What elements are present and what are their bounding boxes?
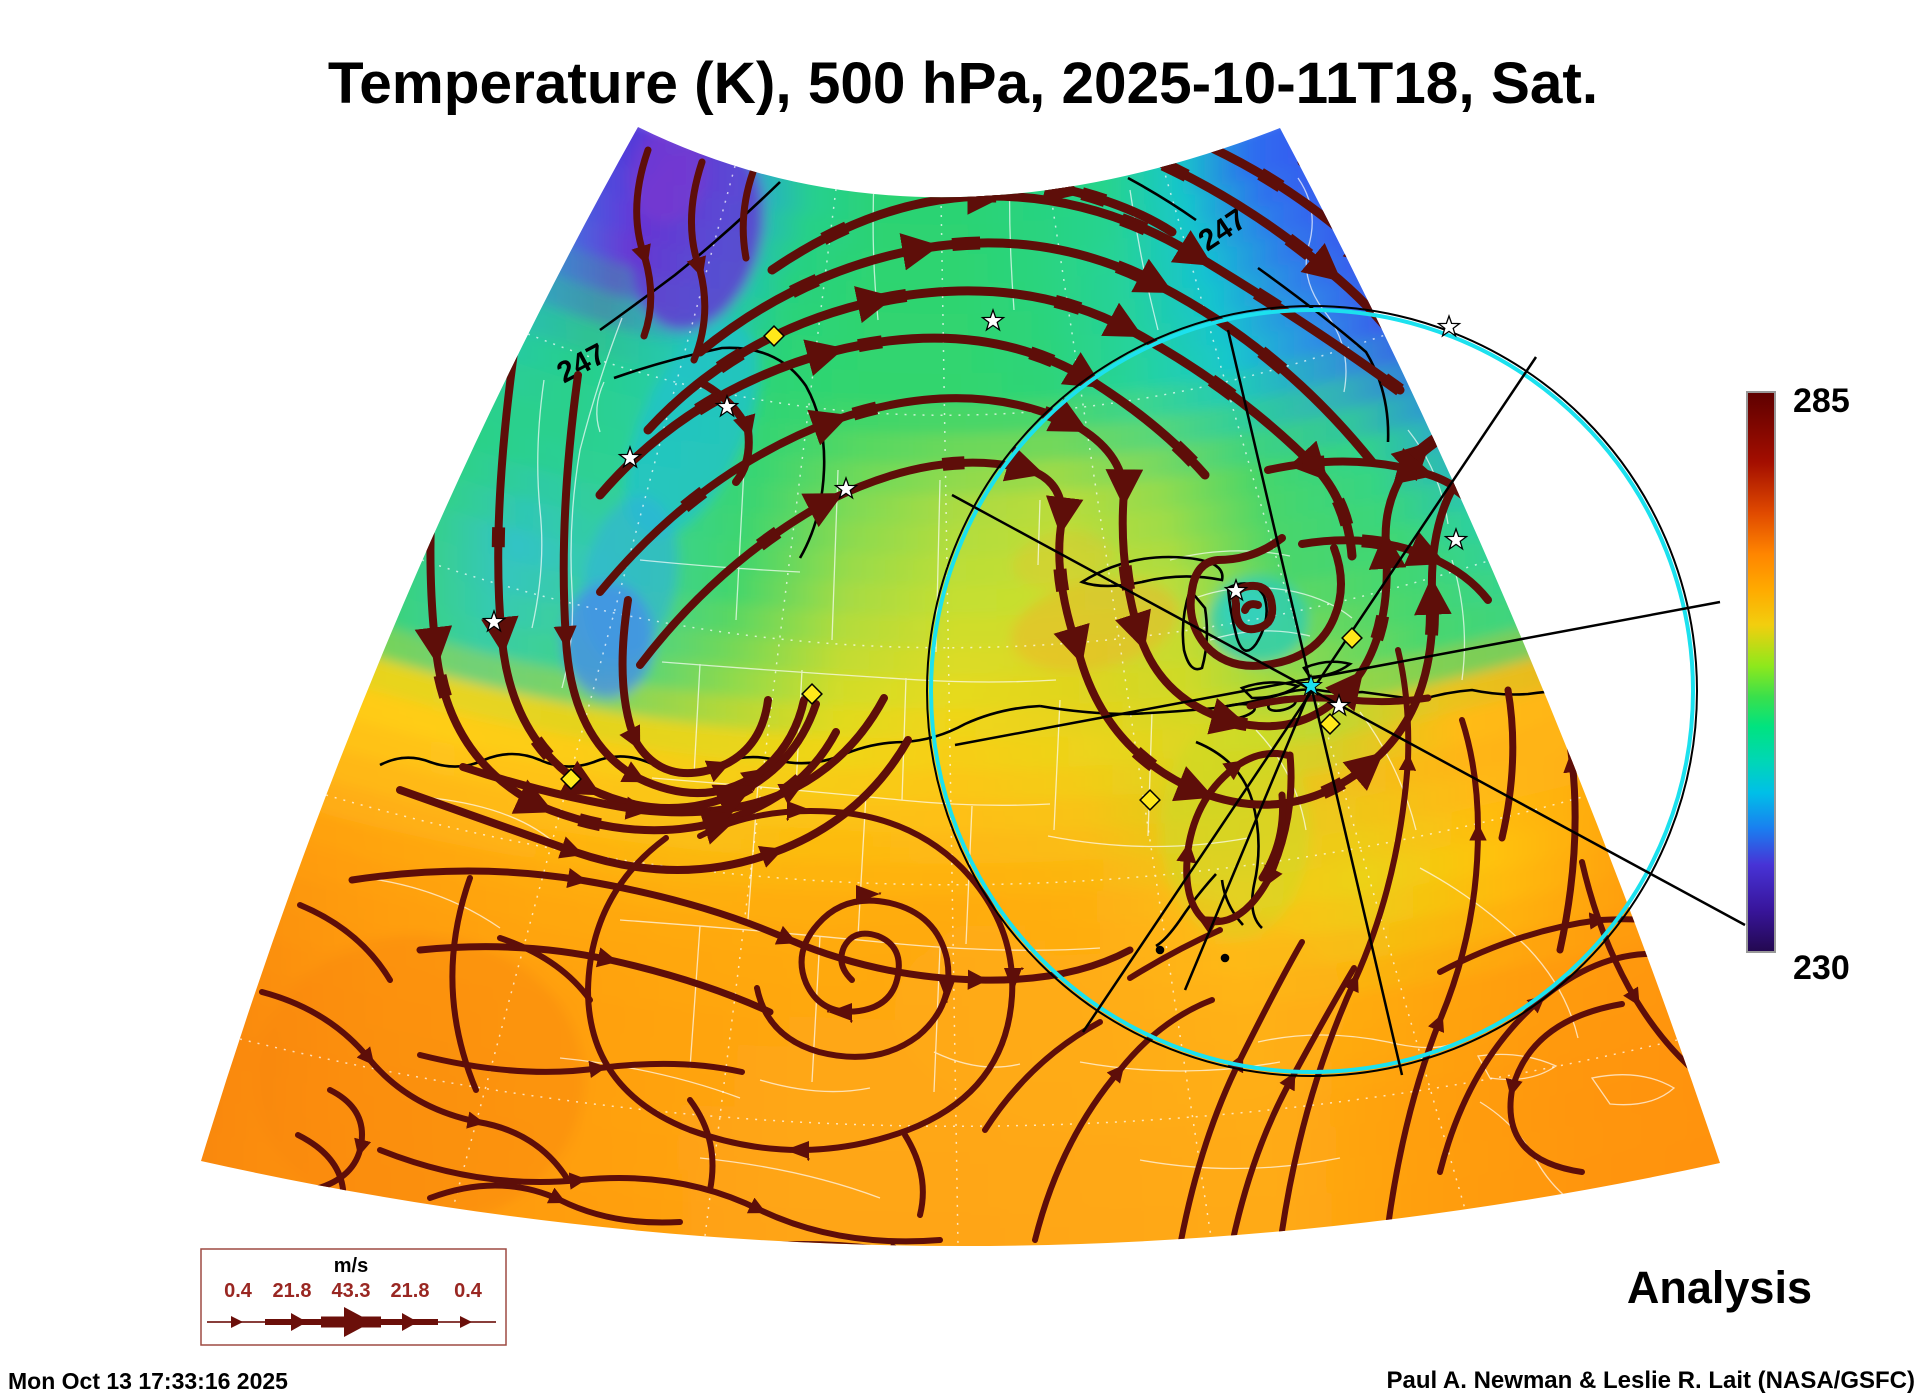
svg-text:Temperature (K), 500 hPa, 2025: Temperature (K), 500 hPa, 2025-10-11T18,… bbox=[328, 51, 1598, 116]
svg-text:Mon Oct 13 17:33:16 2025: Mon Oct 13 17:33:16 2025 bbox=[8, 1368, 288, 1394]
svg-text:230: 230 bbox=[1793, 949, 1850, 987]
svg-text:0.4: 0.4 bbox=[224, 1280, 253, 1302]
svg-text:21.8: 21.8 bbox=[391, 1280, 430, 1302]
svg-text:Analysis: Analysis bbox=[1627, 1262, 1812, 1313]
svg-text:21.8: 21.8 bbox=[273, 1280, 312, 1302]
svg-text:m/s: m/s bbox=[334, 1255, 368, 1277]
svg-text:285: 285 bbox=[1793, 382, 1850, 420]
svg-text:0.4: 0.4 bbox=[454, 1280, 483, 1302]
svg-text:Paul A. Newman & Leslie R. Lai: Paul A. Newman & Leslie R. Lait (NASA/GS… bbox=[1386, 1367, 1915, 1394]
svg-text:43.3: 43.3 bbox=[332, 1280, 371, 1302]
